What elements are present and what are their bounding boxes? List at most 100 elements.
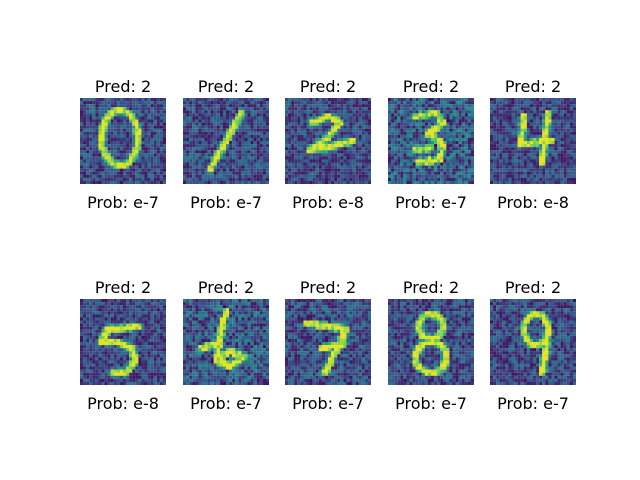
pixel (183, 134, 187, 138)
pixel (141, 128, 145, 132)
pixel (259, 299, 263, 303)
pixel (123, 134, 127, 138)
pixel (189, 128, 193, 132)
pixel (135, 107, 139, 111)
pixel (431, 180, 435, 184)
pixel (514, 165, 518, 169)
pixel (352, 113, 356, 117)
pixel (548, 125, 552, 129)
pixel (424, 156, 428, 160)
pixel (455, 131, 459, 135)
pixel (337, 165, 341, 169)
pixel (312, 156, 316, 160)
pixel (502, 174, 506, 178)
pixel (86, 150, 90, 154)
pixel (259, 171, 263, 175)
pixel (162, 165, 166, 169)
pixel (312, 147, 316, 151)
pixel (291, 131, 295, 135)
pixel (113, 122, 117, 126)
pixel (539, 116, 543, 120)
pixel (400, 101, 404, 105)
pixel (517, 171, 521, 175)
pixel (452, 128, 456, 132)
pixel (424, 107, 428, 111)
pixel (431, 122, 435, 126)
pixel (328, 165, 332, 169)
pixel (192, 159, 196, 163)
pixel (126, 351, 130, 355)
pixel (334, 98, 338, 102)
pixel (572, 141, 576, 145)
pixel (244, 125, 248, 129)
pixel (92, 180, 96, 184)
pixel (470, 131, 474, 135)
pixel (563, 122, 567, 126)
pixel (141, 354, 145, 358)
pixel (183, 156, 187, 160)
pixel (153, 323, 157, 327)
pixel (80, 159, 84, 163)
pixel (123, 174, 127, 178)
pixel (265, 153, 269, 157)
pixel (204, 119, 208, 123)
pixel (135, 116, 139, 120)
pixel (123, 165, 127, 169)
pixel (511, 153, 515, 157)
pixel (431, 107, 435, 111)
pixel (162, 180, 166, 184)
pixel (303, 177, 307, 181)
pixel (545, 174, 549, 178)
pixel (437, 168, 441, 172)
pixel (98, 335, 102, 339)
pixel (129, 305, 133, 309)
pixel (138, 345, 142, 349)
pixel (232, 150, 236, 154)
pixel (470, 180, 474, 184)
pixel (499, 174, 503, 178)
pixel (144, 348, 148, 352)
pixel (458, 177, 462, 181)
pixel (113, 101, 117, 105)
pixel (132, 180, 136, 184)
pixel (150, 134, 154, 138)
pixel (337, 177, 341, 181)
pixel (367, 131, 371, 135)
pixel (135, 153, 139, 157)
pixel (110, 119, 114, 123)
pixel (238, 150, 242, 154)
pixel (229, 165, 233, 169)
pixel (107, 110, 111, 114)
pixel (303, 165, 307, 169)
pixel (132, 329, 136, 333)
pixel (566, 131, 570, 135)
pixel (219, 116, 223, 120)
pixel (443, 101, 447, 105)
pixel (98, 299, 102, 303)
pixel (162, 338, 166, 343)
pixel (523, 153, 527, 157)
pixel (198, 326, 202, 330)
pixel (406, 171, 410, 175)
pixel (156, 302, 160, 306)
pixel (107, 113, 111, 117)
pixel (195, 180, 199, 184)
pixel (394, 104, 398, 108)
pixel (427, 107, 432, 111)
pixel (207, 302, 211, 306)
pixel (427, 141, 432, 145)
pixel (232, 113, 236, 117)
pixel (235, 177, 239, 181)
pixel (104, 134, 108, 138)
pixel (116, 357, 120, 361)
pixel (110, 375, 114, 379)
pixel (198, 168, 202, 172)
pixel (189, 180, 193, 184)
pixel (107, 366, 111, 370)
pixel (467, 131, 471, 135)
pixel (291, 107, 295, 111)
pixel (98, 113, 102, 117)
pixel (92, 363, 96, 367)
pixel (129, 302, 133, 306)
pixel (505, 119, 509, 123)
